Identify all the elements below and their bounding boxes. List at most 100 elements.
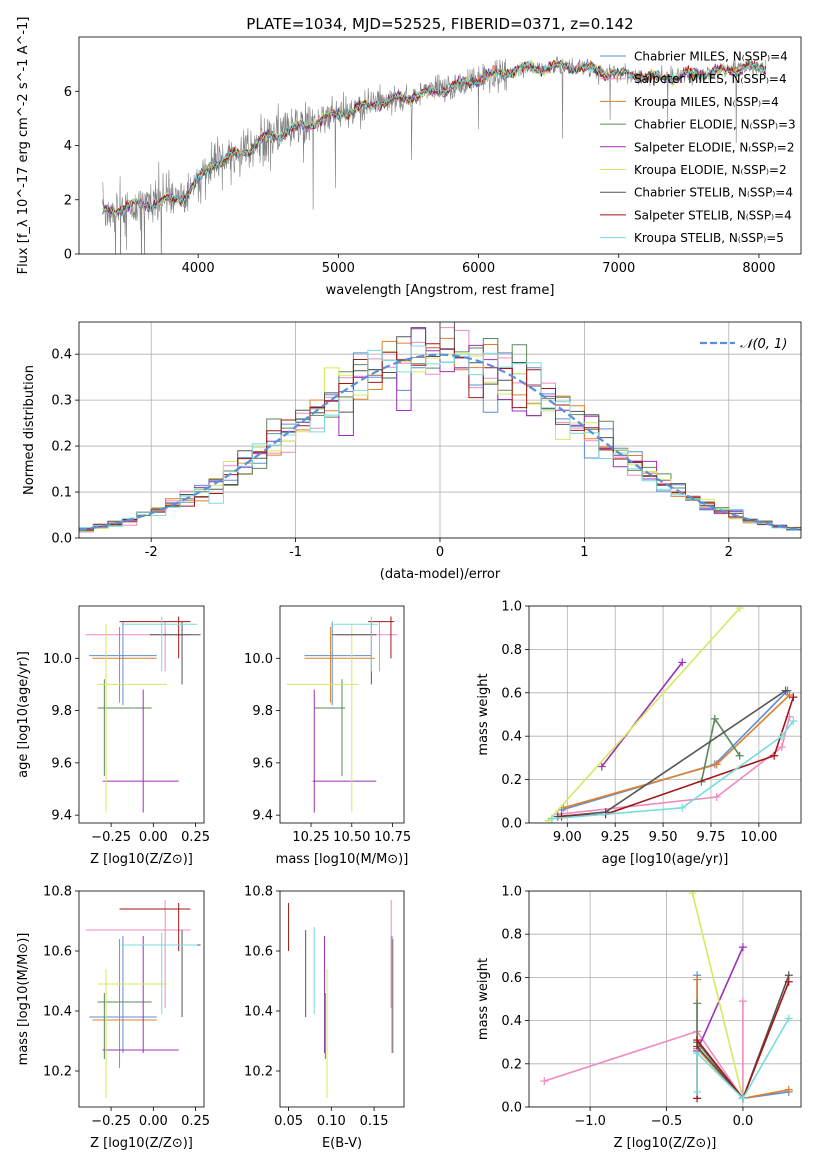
y-tick-label: 1.0	[501, 600, 522, 615]
axes-frame	[528, 605, 802, 824]
x-tick-label: 1	[580, 545, 588, 560]
y-tick-label: 0.4	[501, 1014, 522, 1029]
data-point	[789, 693, 798, 702]
y-tick-label: 9.4	[252, 809, 273, 824]
axes-frame	[78, 890, 205, 1108]
x-tick-label: 0.25	[181, 830, 210, 845]
y-tick-label: 0.8	[501, 928, 522, 943]
x-tick-label: 9.75	[696, 830, 725, 845]
x-tick-label: −0.25	[91, 1114, 131, 1129]
y-tick-label: 10.8	[43, 885, 72, 900]
legend-label: Chabrier MILES, N₍SSP₎=4	[634, 50, 788, 64]
x-axis-label: (data-model)/error	[380, 567, 501, 582]
x-tick-label: 0.15	[360, 1114, 389, 1129]
x-tick-label: 0.10	[317, 1114, 346, 1129]
panel-age-vs-mass: 10.25 10.50 10.75 9.4 9.6 9.8 10.0 mass [log10(…	[244, 605, 411, 867]
panel-age-vs-Z: −0.25 0.00 0.25 9.4 9.6 9.8 10.0 Z [log10(Z/Z⊙)…	[16, 605, 210, 867]
y-axis-label: mass [log10(M/M⊙)]	[16, 933, 31, 1066]
axes-frame	[528, 890, 802, 1108]
series-line	[557, 689, 787, 818]
panel-spectrum: 4000 5000 6000 7000 8000 0 2 4 6 wavelength [Angs…	[16, 17, 802, 298]
series-line	[563, 694, 791, 809]
x-tick-label: 0.0	[733, 1114, 754, 1129]
x-tick-label: 6000	[462, 261, 495, 276]
x-axis-label: Z [log10(Z/Z⊙)]	[614, 1136, 717, 1151]
series-line	[547, 607, 741, 822]
y-tick-label: 0.1	[51, 486, 72, 501]
data-point	[712, 792, 721, 801]
y-tick-label: 1.0	[501, 885, 522, 900]
series-line	[696, 1018, 790, 1100]
data-point	[557, 812, 566, 821]
y-tick-label: 9.6	[51, 756, 72, 771]
x-axis-label: age [log10(age/yr)]	[602, 852, 729, 867]
x-tick-label: 10.00	[740, 830, 777, 845]
y-tick-label: 9.8	[252, 704, 273, 719]
series-line	[696, 946, 744, 1052]
series-line	[696, 1003, 744, 1099]
y-tick-label: 9.6	[252, 756, 273, 771]
x-tick-label: 0	[436, 545, 444, 560]
axes-frame	[78, 605, 205, 824]
x-axis-label: Z [log10(Z/Z⊙)]	[90, 852, 193, 867]
y-tick-label: 0.3	[51, 394, 72, 409]
histogram-kroupa-stelib	[79, 345, 801, 529]
legend-label: Kroupa ELODIE, N₍SSP₎=2	[634, 163, 787, 177]
y-tick-label: 0.0	[51, 532, 72, 547]
legend-label: Kroupa MILES, N₍SSP₎=4	[634, 95, 779, 109]
x-tick-label: 5000	[322, 261, 355, 276]
x-tick-label: 10.50	[333, 830, 370, 845]
series-line	[691, 893, 744, 1099]
x-tick-label: 9.50	[649, 830, 678, 845]
y-axis-label: mass weight	[476, 673, 491, 755]
series-line	[601, 661, 683, 768]
data-point	[784, 977, 793, 986]
y-tick-label: 10.4	[244, 1005, 273, 1020]
x-tick-label: -2	[145, 545, 158, 560]
y-tick-label: 10.2	[244, 1065, 273, 1080]
y-tick-label: 0.4	[501, 730, 522, 745]
y-axis-label: Flux [f_λ 10^-17 erg cm^-2 s^-1 A^-1]	[16, 17, 31, 275]
data-point	[688, 891, 697, 898]
y-tick-label: 0.8	[501, 643, 522, 658]
y-axis-label: mass weight	[476, 958, 491, 1040]
x-tick-label: 10.25	[292, 830, 329, 845]
data-point	[777, 743, 786, 752]
data-point	[710, 714, 719, 723]
data-point	[693, 1049, 702, 1057]
x-tick-label: 0.25	[181, 1114, 210, 1129]
normal-curve	[79, 353, 801, 531]
y-tick-label: 0.2	[501, 773, 522, 788]
data-point	[784, 1014, 793, 1023]
x-axis-label: mass [log10(M/M⊙)]	[276, 852, 409, 867]
y-tick-label: 10.6	[244, 945, 273, 960]
data-point	[738, 1094, 747, 1103]
axes-frame	[279, 890, 405, 1108]
x-tick-label: 2	[725, 545, 733, 560]
panel-mass-vs-Z: −0.25 0.00 0.25 10.2 10.4 10.6 10.8 Z [log10(Z/…	[16, 885, 210, 1152]
panel-mass-weight-vs-age: 9.00 9.25 9.50 9.75 10.00 0.0 0.2 0.4 0.6 0.8 1.0 a…	[476, 600, 802, 867]
data-point	[735, 751, 744, 760]
legend-label: Salpeter MILES, N₍SSP₎=4	[634, 72, 787, 86]
panel-mass-weight-vs-Z: −1.0 −0.5 0.0 0.0 0.2 0.4 0.6 0.8 1.0 Z [log10(Z/…	[476, 885, 802, 1151]
data-point	[678, 658, 687, 667]
data-point	[678, 803, 687, 812]
series-line	[551, 720, 794, 820]
series-line	[561, 690, 789, 811]
data-point	[777, 732, 786, 741]
plot-area	[288, 900, 394, 1098]
y-tick-label: 0.0	[501, 1101, 522, 1116]
data-point	[789, 717, 798, 726]
data-point	[693, 975, 702, 984]
plot-area	[85, 900, 201, 1098]
plot-area	[529, 606, 801, 823]
y-tick-label: 10.0	[244, 652, 273, 667]
legend-label: Chabrier STELIB, N₍SSP₎=4	[634, 186, 793, 200]
y-axis-label: Normed distribution	[22, 365, 37, 495]
x-tick-label: −0.5	[651, 1114, 683, 1129]
panel-mass-vs-EBV: 0.05 0.10 0.15 10.2 10.4 10.6 10.8 E(B-V)	[244, 885, 405, 1151]
y-tick-label: 2	[64, 193, 72, 208]
data-point	[597, 762, 606, 771]
x-tick-label: 9.25	[601, 830, 630, 845]
